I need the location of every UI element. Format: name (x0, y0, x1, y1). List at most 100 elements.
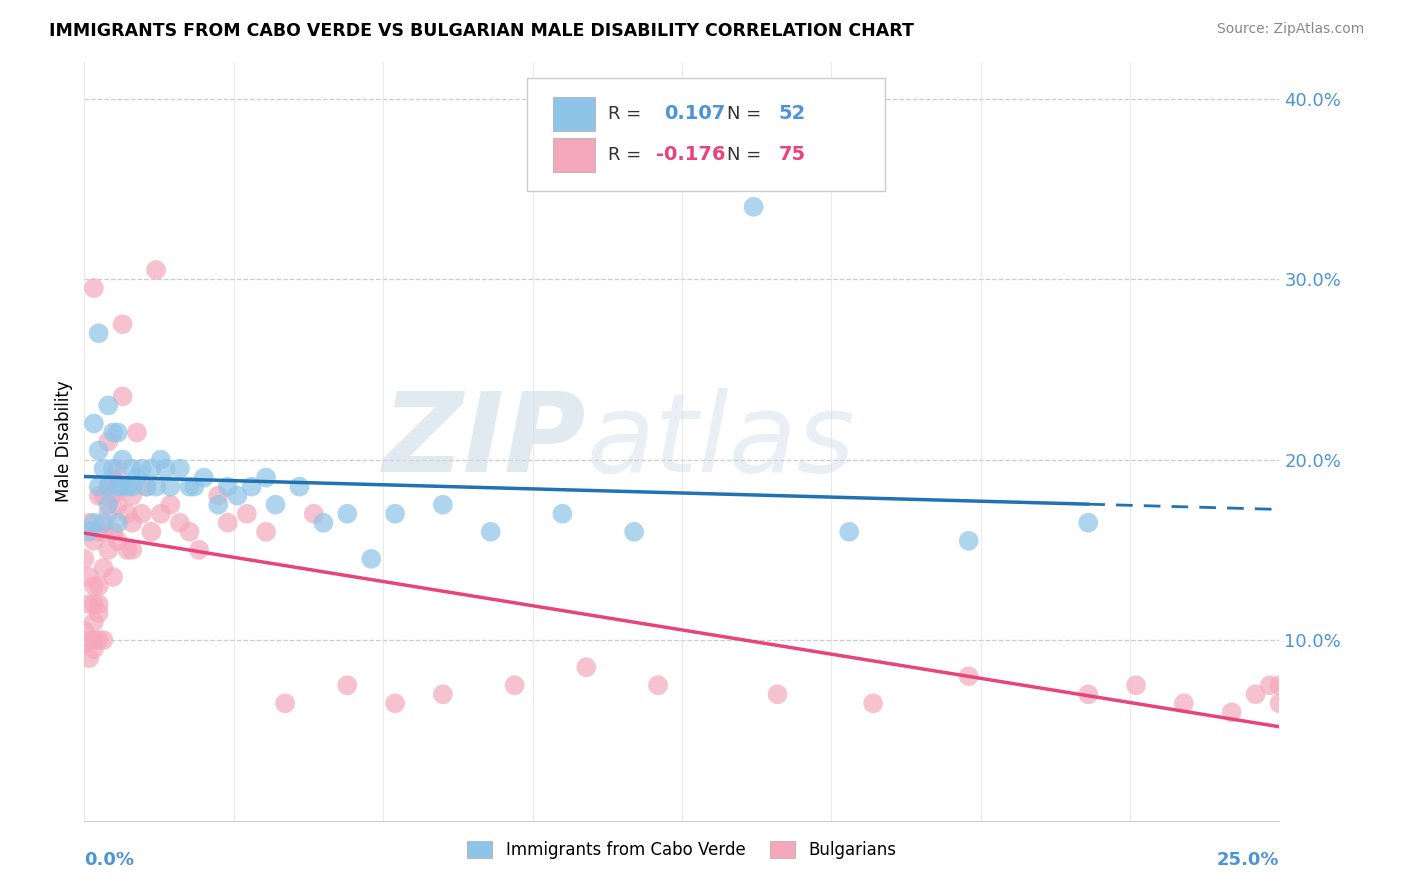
Text: N =: N = (727, 146, 768, 164)
Text: R =: R = (607, 146, 647, 164)
Point (83, 642, 105, 657)
Point (240, 480, 263, 494)
Point (217, 480, 239, 494)
Point (384, 696, 406, 710)
Point (1268, 678, 1291, 692)
Point (336, 507, 359, 521)
Text: 0.107: 0.107 (664, 104, 725, 123)
Point (1268, 696, 1291, 710)
Point (77, 633, 100, 648)
Point (1258, 678, 1281, 692)
Point (107, 461, 129, 475)
Point (957, 533, 980, 548)
Point (254, 470, 277, 484)
Point (145, 263, 167, 277)
Point (107, 498, 129, 512)
Point (479, 524, 502, 539)
Point (1220, 706, 1243, 720)
Point (77, 651, 100, 665)
Point (101, 425, 124, 440)
Point (87, 326, 110, 341)
Point (217, 516, 239, 530)
Point (87, 524, 110, 539)
Point (101, 570, 124, 584)
FancyBboxPatch shape (553, 138, 595, 172)
Point (97, 542, 120, 557)
Point (121, 516, 143, 530)
Point (83, 533, 105, 548)
Point (149, 452, 172, 467)
Point (766, 687, 789, 701)
Point (207, 489, 229, 503)
Point (101, 489, 124, 503)
Point (87, 606, 110, 620)
Point (83, 516, 105, 530)
Text: Source: ZipAtlas.com: Source: ZipAtlas.com (1216, 22, 1364, 37)
Point (87, 597, 110, 611)
Point (97, 498, 120, 512)
Text: N =: N = (727, 105, 768, 123)
Point (1173, 696, 1195, 710)
Point (77, 524, 100, 539)
Point (264, 498, 287, 512)
Point (107, 533, 129, 548)
Point (135, 480, 157, 494)
Text: ZIP: ZIP (382, 388, 586, 495)
Point (1125, 678, 1147, 692)
Point (87, 489, 110, 503)
Text: 25.0%: 25.0% (1218, 851, 1279, 869)
Point (145, 480, 167, 494)
Point (101, 470, 124, 484)
Point (575, 660, 598, 674)
Point (141, 461, 163, 475)
Point (159, 498, 181, 512)
Point (77, 570, 100, 584)
Point (384, 507, 406, 521)
Point (957, 669, 980, 683)
Point (107, 480, 129, 494)
Point (274, 696, 297, 710)
Point (87, 579, 110, 593)
Text: IMMIGRANTS FROM CABO VERDE VS BULGARIAN MALE DISABILITY CORRELATION CHART: IMMIGRANTS FROM CABO VERDE VS BULGARIAN … (49, 22, 914, 40)
Point (101, 461, 124, 475)
Point (93, 516, 115, 530)
Point (183, 480, 205, 494)
Point (1077, 516, 1099, 530)
Text: 0.0%: 0.0% (84, 851, 135, 869)
Point (193, 470, 215, 484)
Point (73, 552, 96, 566)
Point (107, 425, 129, 440)
Point (503, 678, 526, 692)
Point (179, 524, 201, 539)
Point (111, 480, 134, 494)
Y-axis label: Male Disability: Male Disability (55, 381, 73, 502)
Point (111, 389, 134, 403)
Point (336, 678, 359, 692)
Point (862, 696, 884, 710)
Point (83, 417, 105, 431)
Point (131, 507, 153, 521)
Point (93, 561, 115, 575)
Point (107, 516, 129, 530)
Point (117, 507, 139, 521)
Point (360, 552, 382, 566)
Point (159, 480, 181, 494)
Point (254, 524, 277, 539)
Point (93, 633, 115, 648)
Point (1077, 687, 1099, 701)
Point (93, 524, 115, 539)
Point (236, 507, 259, 521)
Point (83, 281, 105, 295)
Text: R =: R = (607, 105, 647, 123)
Point (97, 399, 120, 413)
Text: 75: 75 (779, 145, 806, 164)
Point (141, 524, 163, 539)
Point (155, 461, 177, 475)
Point (551, 507, 574, 521)
Point (87, 443, 110, 458)
Point (226, 489, 249, 503)
Point (207, 498, 229, 512)
Text: -0.176: -0.176 (655, 145, 725, 164)
Point (432, 498, 454, 512)
Point (117, 542, 139, 557)
